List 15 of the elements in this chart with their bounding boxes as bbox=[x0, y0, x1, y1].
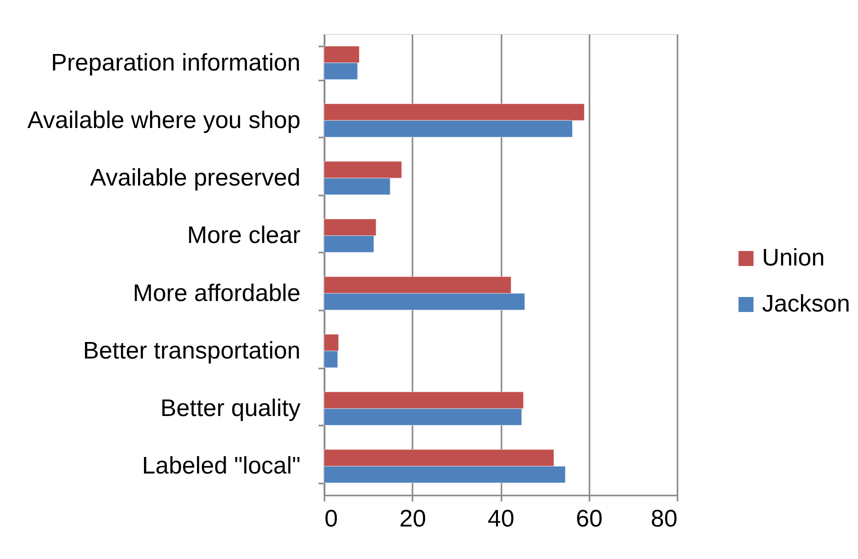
y-tick-label: Labeled "local" bbox=[142, 452, 300, 480]
x-tick-label: 80 bbox=[650, 506, 678, 532]
y-tick-label: Better quality bbox=[160, 395, 300, 422]
x-tick-label: 20 bbox=[399, 506, 426, 532]
legend-label: Jackson bbox=[762, 290, 850, 318]
y-tick-label: More affordable bbox=[132, 280, 300, 307]
y-tick-label: More clear bbox=[187, 222, 300, 250]
legend-label: Union bbox=[762, 244, 825, 272]
y-tick-label: Preparation information bbox=[51, 49, 300, 76]
y-tick-label: Better transportation bbox=[83, 337, 300, 364]
x-tick-label: 60 bbox=[576, 506, 603, 532]
x-tick-label: 40 bbox=[488, 506, 514, 532]
y-tick-label: Available preserved bbox=[90, 164, 300, 192]
y-tick-label: Available where you shop bbox=[27, 106, 300, 134]
x-tick-label: 0 bbox=[324, 506, 338, 532]
